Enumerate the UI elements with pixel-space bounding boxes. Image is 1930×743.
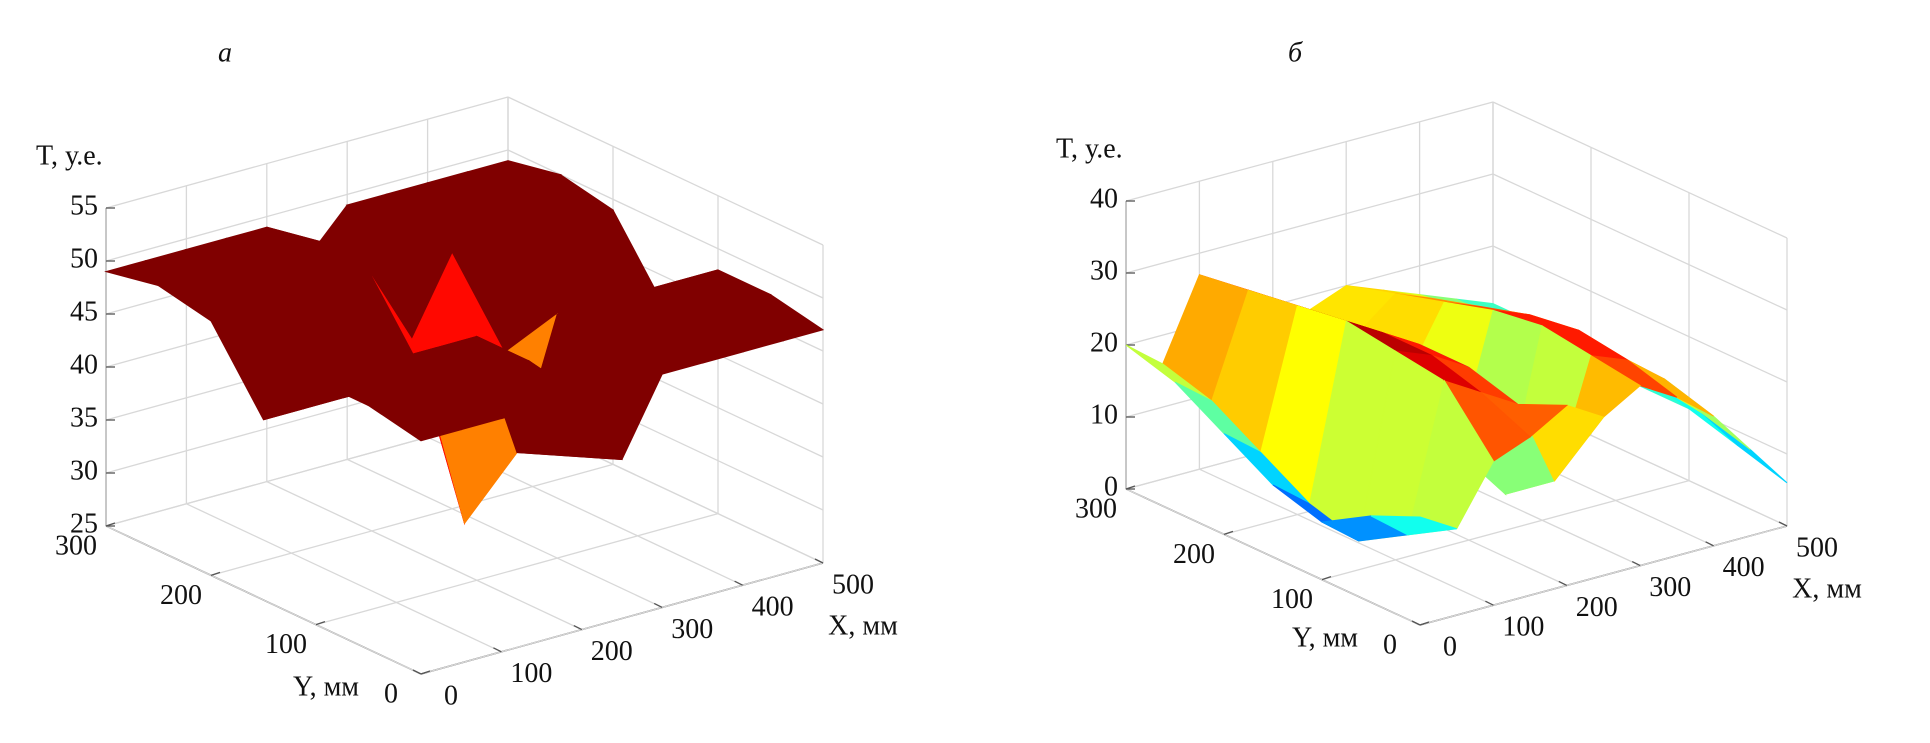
tick-mark — [1419, 621, 1430, 626]
grid-line — [186, 503, 502, 653]
y-tick-label: 100 — [265, 629, 307, 660]
tick-mark — [1705, 541, 1714, 547]
z-tick-label: 40 — [1090, 183, 1118, 214]
z-tick-label: 30 — [1090, 255, 1118, 286]
surface-cell — [367, 393, 463, 442]
tick-mark — [210, 571, 221, 576]
grid-line — [1199, 468, 1494, 606]
tick-mark — [814, 558, 824, 564]
grid-line — [420, 562, 824, 675]
grid-line — [105, 149, 509, 262]
tick-mark — [1485, 600, 1494, 606]
tick-mark — [1223, 530, 1234, 535]
z-tick-label: 25 — [70, 508, 98, 539]
x-tick-label: 400 — [752, 592, 794, 623]
grid-line — [1492, 101, 1788, 239]
y-tick-label: 100 — [1271, 584, 1313, 615]
z-axis-label: T, у.е. — [36, 140, 103, 171]
tick-mark — [653, 602, 663, 608]
tick-mark — [420, 670, 431, 675]
grid-line — [105, 525, 422, 675]
tick-mark — [734, 580, 743, 586]
grid-line — [1492, 245, 1788, 383]
panel-label: а — [218, 37, 232, 68]
grid-line — [507, 96, 824, 246]
tick-mark — [1558, 580, 1568, 586]
surface-cell — [1370, 515, 1457, 536]
z-tick-label: 50 — [70, 243, 98, 274]
x-tick-label: 400 — [1723, 552, 1765, 583]
y-tick-label: 200 — [160, 580, 202, 611]
z-tick-label: 20 — [1090, 327, 1118, 358]
grid-line — [105, 96, 509, 209]
y-tick-label: 300 — [1075, 493, 1117, 524]
x-tick-label: 100 — [510, 658, 552, 689]
grid-line — [1492, 173, 1788, 311]
grid-line — [1419, 525, 1788, 626]
grid-line — [1125, 488, 1421, 626]
x-tick-label: 100 — [1502, 612, 1544, 643]
x-axis-label: X, мм — [828, 610, 898, 641]
z-tick-label: 10 — [1090, 399, 1118, 430]
y-tick-label: 0 — [1383, 629, 1397, 660]
grid-line — [1125, 173, 1494, 274]
grid-line — [346, 458, 663, 608]
x-tick-label: 500 — [832, 569, 874, 600]
grid-line — [210, 463, 614, 576]
grid-line — [266, 481, 583, 631]
tick-mark — [315, 621, 326, 626]
grid-line — [1125, 101, 1494, 202]
tick-mark — [493, 647, 502, 653]
surface-cell — [1627, 359, 1714, 417]
x-axis-label: X, мм — [1792, 573, 1862, 604]
x-tick-label: 200 — [591, 636, 633, 667]
y-tick-label: 0 — [384, 678, 398, 709]
z-tick-label: 40 — [70, 349, 98, 380]
z-tick-label: 55 — [70, 190, 98, 221]
y-tick-label: 200 — [1173, 539, 1215, 570]
y-axis-label: Y, мм — [293, 671, 359, 702]
z-axis-label: T, у.е. — [1056, 133, 1123, 164]
tick-mark — [1321, 576, 1332, 581]
z-tick-label: 0 — [1104, 471, 1118, 502]
tick-mark — [1631, 561, 1641, 567]
x-tick-label: 200 — [1576, 592, 1618, 623]
grid-line — [1321, 480, 1690, 581]
x-tick-label: 500 — [1796, 532, 1838, 563]
tick-mark — [412, 669, 422, 675]
x-tick-label: 300 — [1649, 572, 1691, 603]
z-tick-label: 45 — [70, 296, 98, 327]
x-tick-label: 0 — [444, 680, 458, 711]
panel-label: б — [1288, 37, 1303, 68]
x-tick-label: 300 — [671, 614, 713, 645]
y-tick-label: 300 — [55, 530, 97, 561]
grid-line — [315, 513, 719, 626]
z-tick-label: 30 — [70, 455, 98, 486]
tick-mark — [573, 625, 583, 631]
tick-mark — [1411, 620, 1421, 626]
y-axis-label: Y, мм — [1292, 622, 1358, 653]
z-tick-label: 35 — [70, 402, 98, 433]
x-tick-label: 0 — [1443, 631, 1457, 662]
tick-mark — [1778, 521, 1788, 527]
